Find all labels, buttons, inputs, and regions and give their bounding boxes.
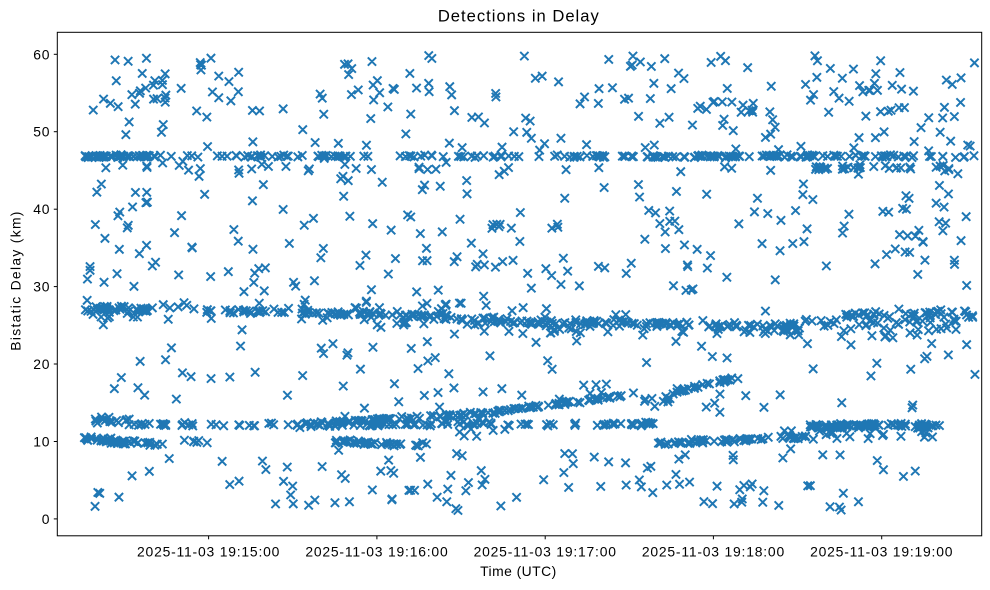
svg-text:2025-11-03 19:15:00: 2025-11-03 19:15:00	[137, 543, 280, 559]
svg-text:Time (UTC): Time (UTC)	[480, 563, 557, 579]
svg-text:2025-11-03 19:19:00: 2025-11-03 19:19:00	[810, 543, 953, 559]
svg-text:2025-11-03 19:17:00: 2025-11-03 19:17:00	[474, 543, 617, 559]
svg-text:0: 0	[42, 511, 51, 527]
svg-text:Detections in Delay: Detections in Delay	[438, 6, 600, 25]
svg-text:60: 60	[33, 46, 50, 62]
svg-text:10: 10	[33, 434, 50, 450]
svg-text:30: 30	[33, 279, 50, 295]
svg-text:40: 40	[33, 201, 50, 217]
svg-text:50: 50	[33, 124, 50, 140]
svg-text:Bistatic Delay (km): Bistatic Delay (km)	[7, 210, 23, 350]
svg-text:2025-11-03 19:16:00: 2025-11-03 19:16:00	[305, 543, 448, 559]
svg-text:2025-11-03 19:18:00: 2025-11-03 19:18:00	[642, 543, 785, 559]
svg-text:20: 20	[33, 356, 50, 372]
